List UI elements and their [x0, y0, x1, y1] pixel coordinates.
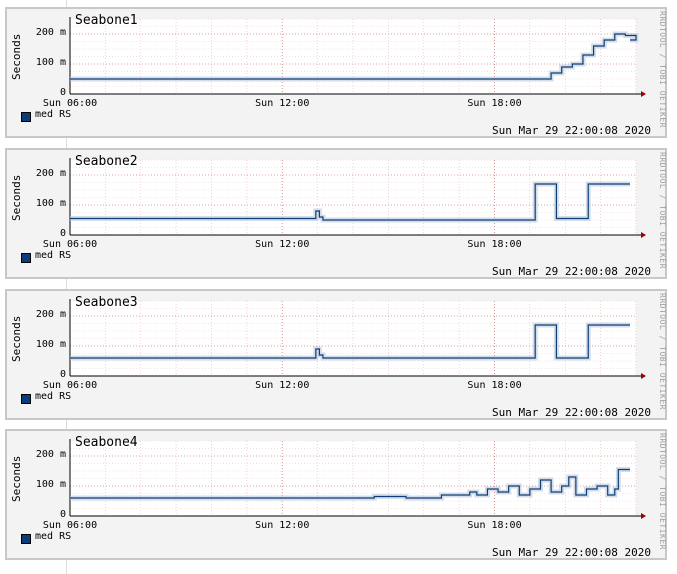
series-line	[70, 33, 637, 80]
chart-svg	[69, 439, 646, 519]
x-tick-label: Sun 06:00	[42, 520, 98, 531]
timestamp-text: Sun Mar 29 22:00:08 2020	[492, 546, 651, 559]
chart-panel-3: Seabone3 RRDTOOL / TOBI OETIKER Seconds 0 10…	[5, 289, 667, 420]
y-tick-label: 0	[59, 509, 66, 520]
x-axis-arrow	[641, 513, 646, 519]
timestamp-text: Sun Mar 29 22:00:08 2020	[492, 124, 651, 137]
legend-swatch	[21, 112, 31, 122]
x-tick-label: Sun 06:00	[42, 239, 98, 250]
chart-svg	[69, 299, 646, 379]
chart-title: Seabone2	[75, 154, 138, 169]
x-tick-label: Sun 06:00	[42, 380, 98, 391]
x-tick-label: Sun 12:00	[255, 239, 310, 250]
x-tick-label: Sun 18:00	[467, 520, 522, 531]
y-tick-label: 0	[59, 369, 66, 380]
chart-title: Seabone4	[75, 435, 138, 450]
chart-title: Seabone1	[75, 13, 138, 28]
timestamp-text: Sun Mar 29 22:00:08 2020	[492, 406, 651, 419]
page-divider-line	[66, 0, 67, 574]
y-tick-label: 100 m	[35, 57, 66, 68]
y-tick-label: 200 m	[35, 309, 66, 320]
y-tick-label: 100 m	[35, 198, 66, 209]
timestamp-text: Sun Mar 29 22:00:08 2020	[492, 265, 651, 278]
y-tick-label: 0	[59, 228, 66, 239]
chart-svg	[69, 158, 646, 238]
watermark-text: RRDTOOL / TOBI OETIKER	[658, 433, 667, 550]
series-line	[70, 183, 630, 221]
x-tick-label: Sun 18:00	[467, 239, 522, 250]
legend-swatch	[21, 534, 31, 544]
x-tick-label: Sun 06:00	[42, 98, 98, 109]
legend-swatch	[21, 253, 31, 263]
chart-panel-1: Seabone1 RRDTOOL / TOBI OETIKER Seconds 0 10…	[5, 7, 667, 138]
y-tick-label: 100 m	[35, 339, 66, 350]
legend-label: med RS	[35, 250, 72, 261]
x-tick-label: Sun 12:00	[255, 520, 310, 531]
watermark-text: RRDTOOL / TOBI OETIKER	[658, 293, 667, 410]
legend-label: med RS	[35, 391, 72, 402]
x-tick-label: Sun 18:00	[467, 98, 522, 109]
chart-title: Seabone3	[75, 295, 138, 310]
series-line	[70, 468, 630, 499]
legend-swatch	[21, 394, 31, 404]
y-tick-label: 100 m	[35, 479, 66, 490]
watermark-text: RRDTOOL / TOBI OETIKER	[658, 152, 667, 269]
y-tick-label: 0	[59, 87, 66, 98]
watermark-text: RRDTOOL / TOBI OETIKER	[658, 11, 667, 128]
chart-panel-2: Seabone2 RRDTOOL / TOBI OETIKER Seconds 0 10…	[5, 148, 667, 279]
legend-label: med RS	[35, 109, 72, 120]
series-line	[70, 324, 630, 359]
x-axis-arrow	[641, 232, 646, 238]
x-axis-arrow	[641, 373, 646, 379]
y-tick-label: 200 m	[35, 449, 66, 460]
y-tick-label: 200 m	[35, 168, 66, 179]
x-axis-arrow	[641, 91, 646, 97]
x-tick-label: Sun 12:00	[255, 380, 310, 391]
chart-panel-4: Seabone4 RRDTOOL / TOBI OETIKER Seconds 0 10…	[5, 429, 667, 560]
y-tick-label: 200 m	[35, 27, 66, 38]
x-tick-label: Sun 18:00	[467, 380, 522, 391]
x-tick-label: Sun 12:00	[255, 98, 310, 109]
chart-svg	[69, 17, 646, 97]
legend-label: med RS	[35, 531, 72, 542]
